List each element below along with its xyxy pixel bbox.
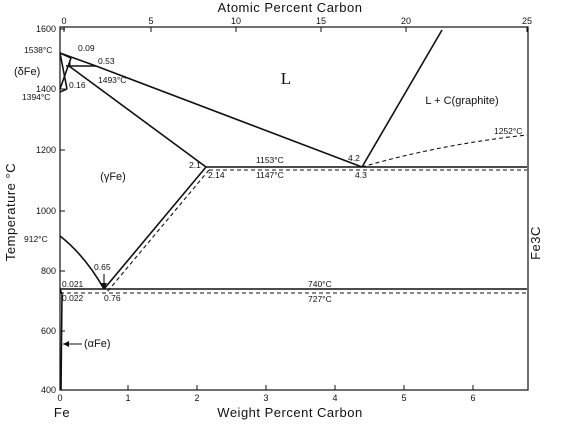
origin-label: Fe <box>54 405 70 420</box>
bottom-tick: 4 <box>332 393 337 403</box>
left-tick: 1600 <box>36 24 56 34</box>
eutectoid-arrow <box>101 274 107 289</box>
left-tick: 600 <box>41 326 56 336</box>
alpha-arrow <box>63 341 82 347</box>
phase-delta: (δFe) <box>14 66 40 78</box>
left-tick: 800 <box>41 266 56 276</box>
bottom-tick-labels: 0 1 2 3 4 5 6 <box>57 393 475 403</box>
label-1538c: 1538°C <box>24 45 52 55</box>
label-2-14: 2.14 <box>208 170 225 180</box>
acm-line-stable <box>103 166 207 290</box>
liquidus-left <box>59 52 363 168</box>
phase-alpha: (αFe) <box>84 338 111 350</box>
left-axis-title: Temperature °C <box>3 163 18 261</box>
label-912c: 912°C <box>24 234 48 244</box>
label-0-022: 0.022 <box>62 293 84 303</box>
solidus <box>68 65 207 168</box>
phase-gamma: (γFe) <box>100 171 126 183</box>
phase-liquid-graphite: L + C(graphite) <box>425 95 498 107</box>
label-1394c: 1394°C <box>22 92 50 102</box>
left-tick: 400 <box>41 385 56 395</box>
acm-line-metastable <box>106 169 210 293</box>
label-1252c: 1252°C <box>494 126 522 136</box>
label-1147c: 1147°C <box>256 170 284 180</box>
bottom-tick: 2 <box>194 393 199 403</box>
liquidus-graphite <box>361 29 443 168</box>
label-4-2: 4.2 <box>348 153 360 163</box>
label-0-76: 0.76 <box>104 293 121 303</box>
label-0-65: 0.65 <box>94 262 111 272</box>
fe3c-label: Fe3C <box>528 226 543 260</box>
label-740c: 740°C <box>308 279 332 289</box>
label-727c: 727°C <box>308 294 332 304</box>
label-0-021: 0.021 <box>62 279 84 289</box>
bottom-tick: 3 <box>263 393 268 403</box>
top-tick-labels: 0 5 10 15 20 25 <box>61 16 532 26</box>
top-tick: 0 <box>61 16 66 26</box>
label-0-53: 0.53 <box>98 56 115 66</box>
left-tick-labels: 400 600 800 1000 1200 1400 1600 <box>36 24 56 395</box>
bottom-tick: 6 <box>470 393 475 403</box>
label-4-3: 4.3 <box>355 170 367 180</box>
label-1153c: 1153°C <box>256 155 284 165</box>
top-tick: 10 <box>231 16 241 26</box>
top-tick: 25 <box>522 16 532 26</box>
plot-frame <box>59 26 529 391</box>
label-1493c: 1493°C <box>98 75 126 85</box>
top-tick: 15 <box>316 16 326 26</box>
top-axis-ticks <box>63 27 528 32</box>
top-axis-title: Atomic Percent Carbon <box>218 0 363 15</box>
bottom-tick: 1 <box>125 393 130 403</box>
bottom-tick: 0 <box>57 393 62 403</box>
bottom-axis-ticks <box>59 385 474 390</box>
bottom-axis-title: Weight Percent Carbon <box>217 405 362 420</box>
phase-liquid: L <box>281 69 291 88</box>
a3-line <box>59 235 105 290</box>
left-tick: 1000 <box>36 206 56 216</box>
graphite-liquidus-dashed <box>361 134 528 168</box>
label-2-1: 2.1 <box>189 160 201 170</box>
alpha-solvus <box>59 288 63 391</box>
label-0-09: 0.09 <box>78 43 95 53</box>
top-tick: 20 <box>401 16 411 26</box>
left-tick: 1400 <box>36 84 56 94</box>
left-tick: 1200 <box>36 145 56 155</box>
bottom-tick: 5 <box>401 393 406 403</box>
top-tick: 5 <box>148 16 153 26</box>
label-0-16: 0.16 <box>69 80 86 90</box>
